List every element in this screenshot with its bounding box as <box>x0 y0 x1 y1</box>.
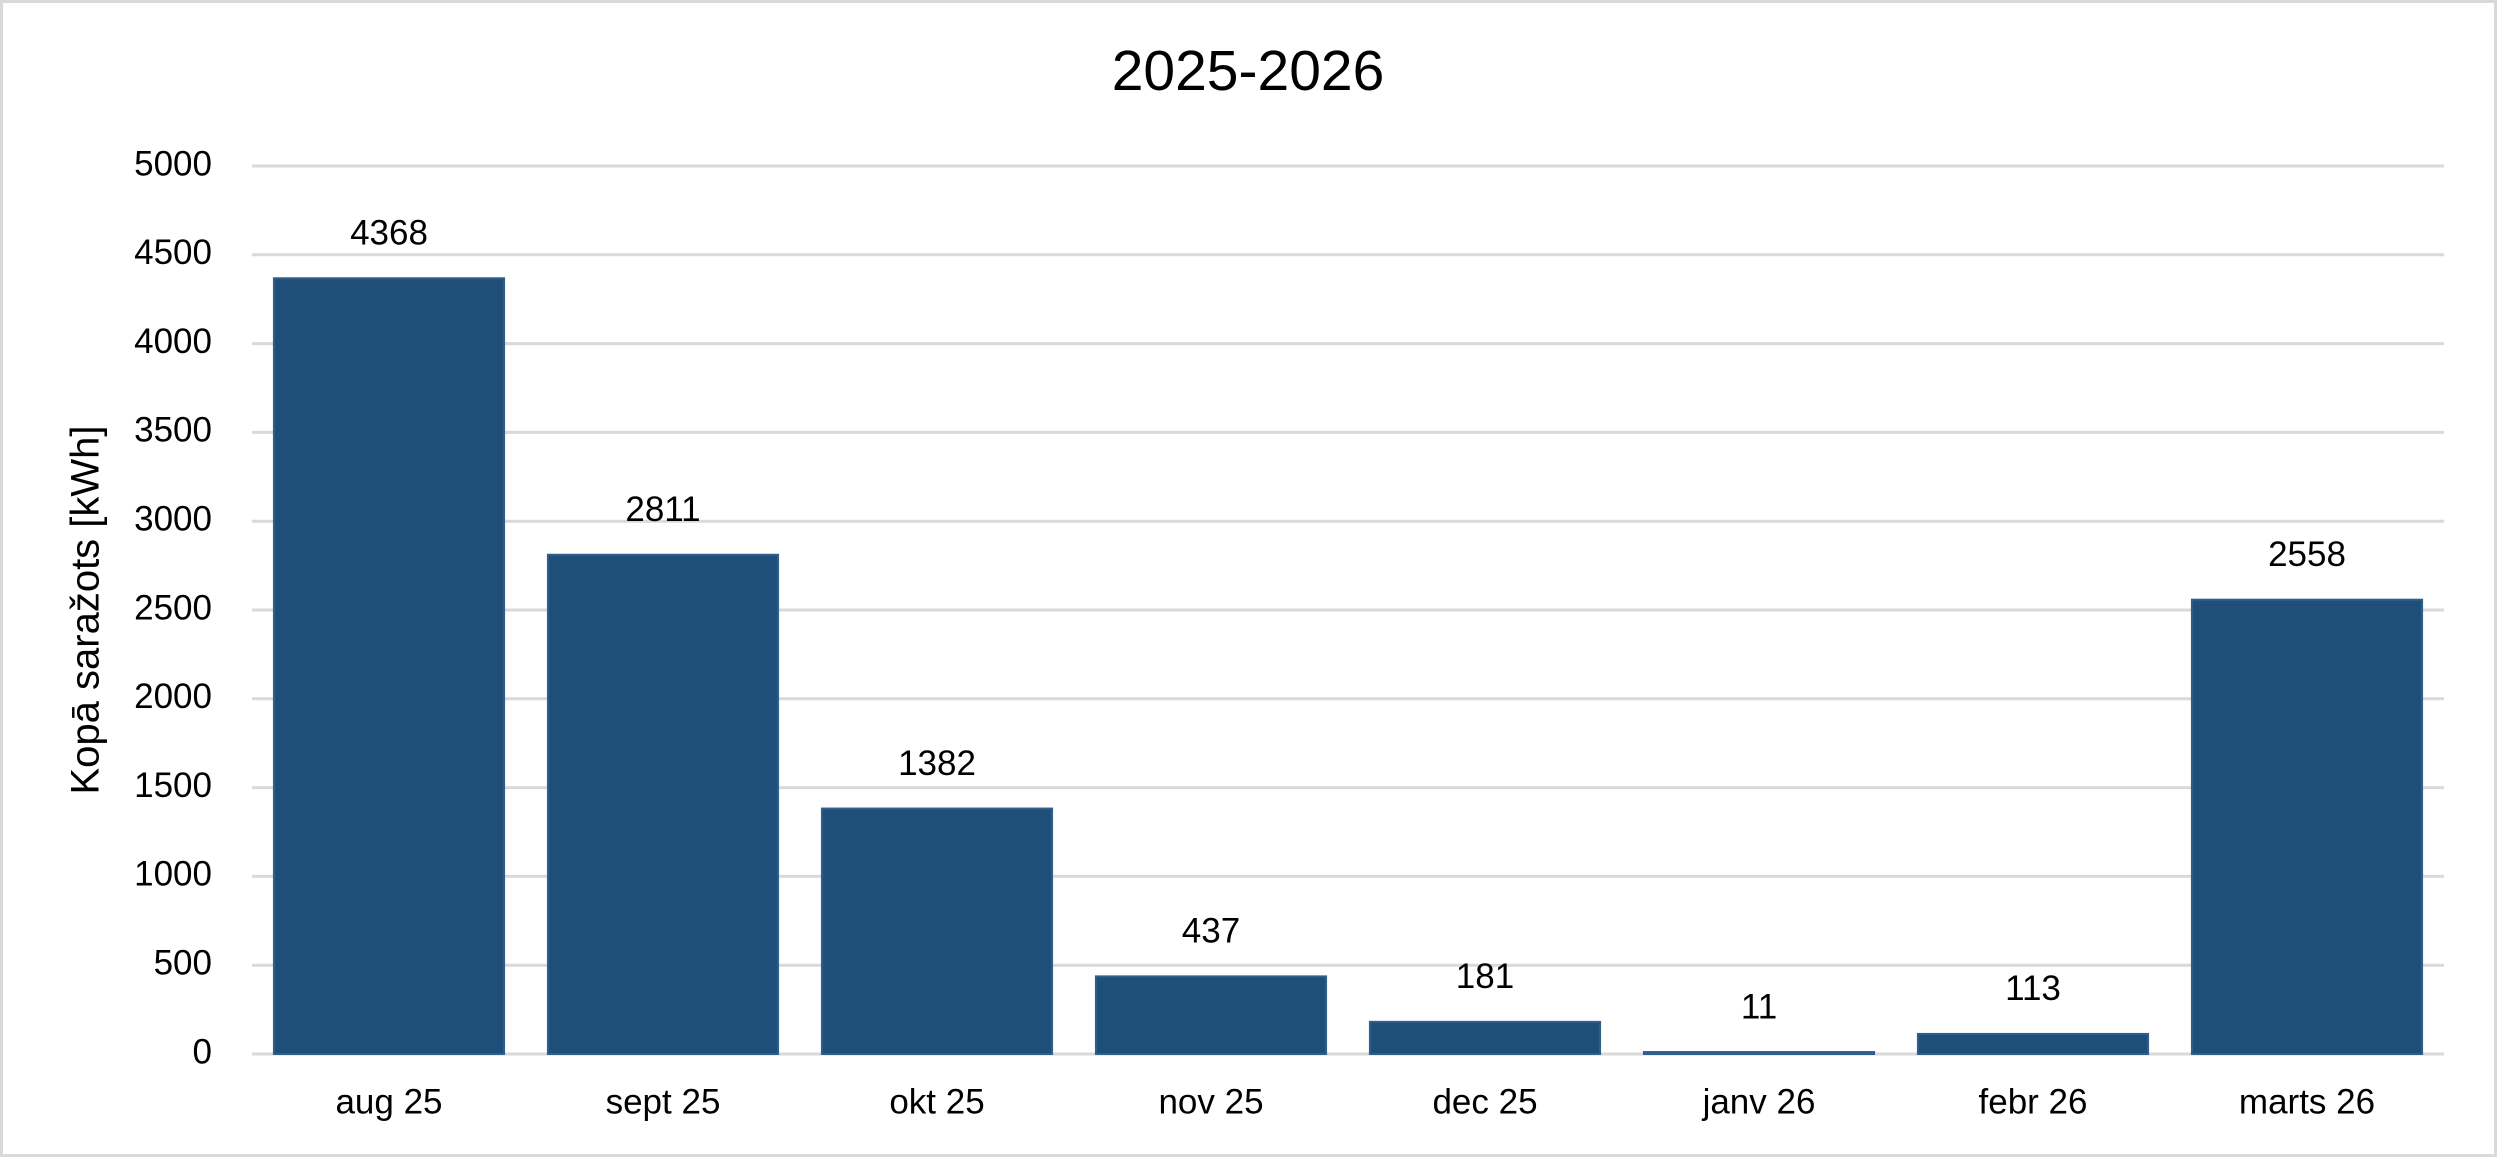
y-tick-label: 3000 <box>134 499 212 538</box>
x-tick-label: nov 25 <box>1158 1082 1263 1121</box>
y-axis-label: Kopā saražots [kWh] <box>64 425 108 794</box>
bar <box>1368 1020 1602 1055</box>
data-label: 113 <box>2005 969 2061 1008</box>
bar <box>1094 975 1328 1055</box>
y-tick-label: 500 <box>154 943 212 982</box>
y-tick-label: 0 <box>193 1032 212 1071</box>
data-label: 2811 <box>625 490 700 529</box>
data-label: 4368 <box>350 213 428 252</box>
x-tick-label: janv 26 <box>1702 1082 1816 1121</box>
y-tick-label: 3500 <box>134 411 212 450</box>
y-tick-label: 4500 <box>134 233 212 272</box>
y-tick-label: 1000 <box>134 855 212 894</box>
y-tick-label: 2500 <box>134 588 212 627</box>
data-label: 11 <box>1741 987 1777 1026</box>
data-label: 181 <box>1456 957 1514 996</box>
data-label: 1382 <box>898 744 976 783</box>
data-label: 437 <box>1182 912 1240 951</box>
bar <box>820 807 1054 1056</box>
bar <box>272 277 506 1055</box>
data-label: 2558 <box>2268 535 2346 574</box>
chart-title: 2025-2026 <box>1112 39 1385 103</box>
x-tick-label: aug 25 <box>335 1082 442 1121</box>
x-tick-label: febr 26 <box>1979 1082 2088 1121</box>
bar <box>1916 1032 2150 1055</box>
y-tick-label: 4000 <box>134 322 212 361</box>
y-tick-label: 2000 <box>134 677 212 716</box>
x-tick-label: okt 25 <box>889 1082 984 1121</box>
x-tick-label: dec 25 <box>1432 1082 1537 1121</box>
y-tick-label: 5000 <box>134 144 212 183</box>
x-tick-label: sept 25 <box>606 1082 721 1121</box>
x-tick-label: marts 26 <box>2239 1082 2375 1121</box>
y-tick-label: 1500 <box>134 766 212 805</box>
bar <box>1642 1051 1876 1055</box>
bar <box>2190 598 2424 1056</box>
bar <box>546 553 780 1056</box>
